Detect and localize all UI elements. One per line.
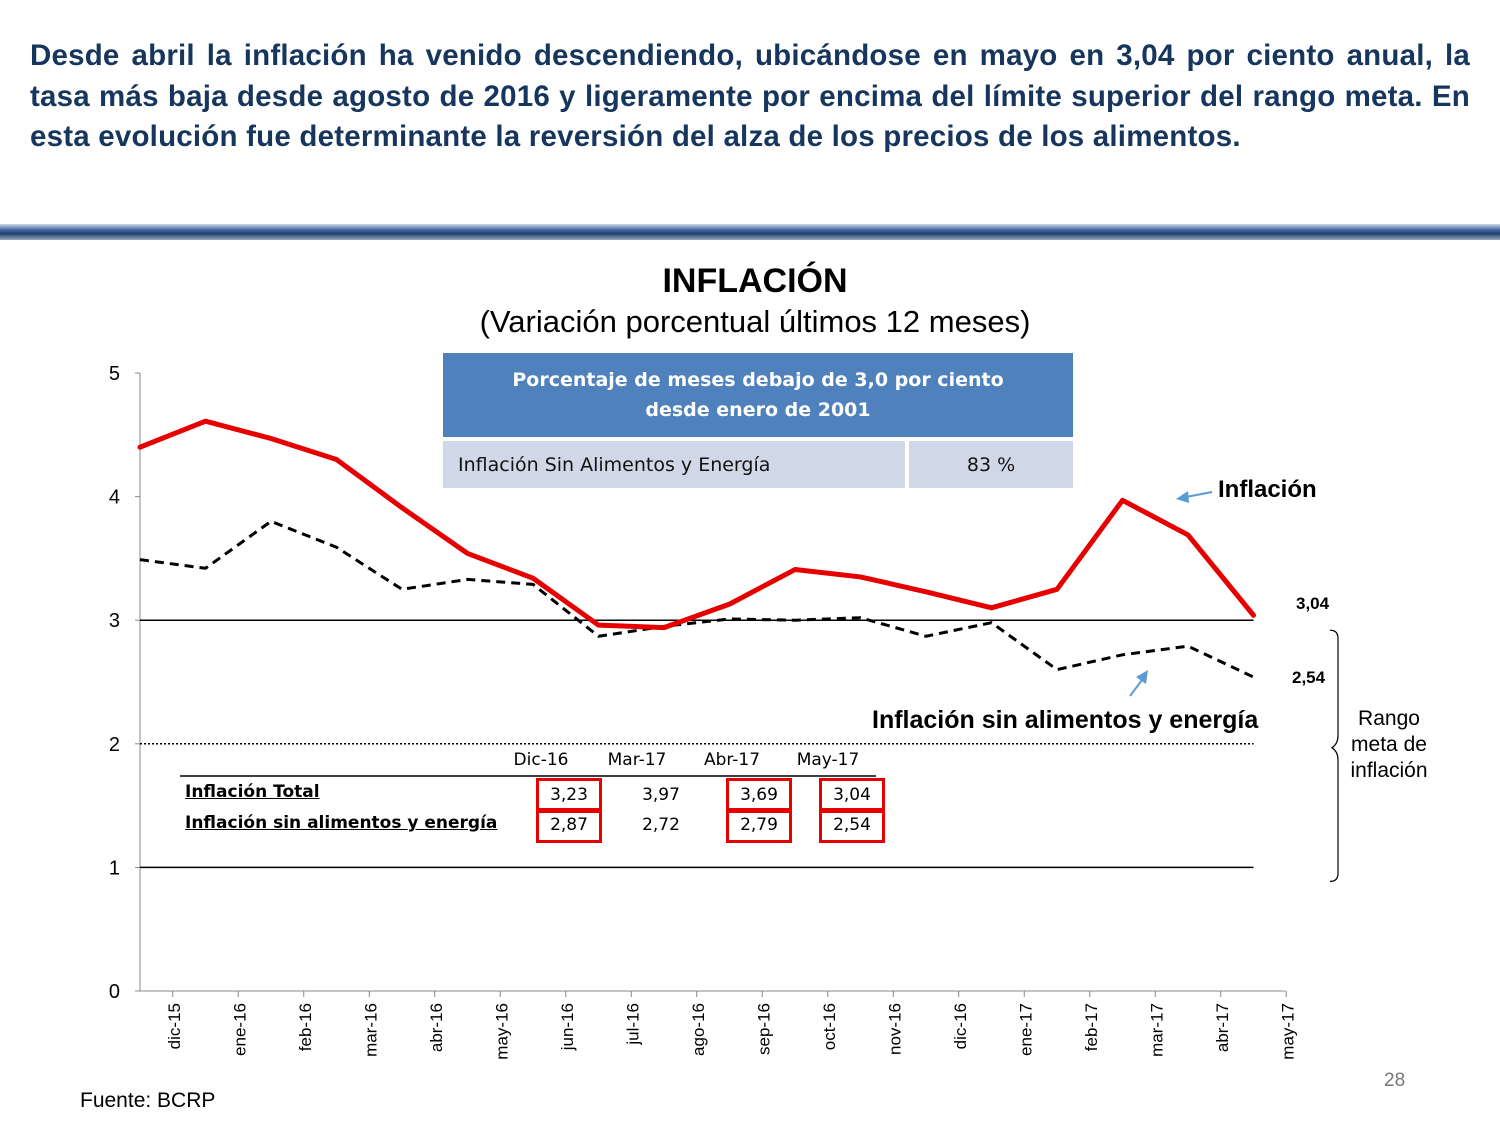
arrow-icon bbox=[1129, 679, 1143, 697]
arrowhead-icon bbox=[1176, 491, 1189, 503]
summary-cell: 3,97 bbox=[642, 785, 680, 805]
summary-cell: 3,69 bbox=[726, 778, 792, 813]
x-tick-label: ene-17 bbox=[1017, 1003, 1036, 1056]
y-tick-label: 1 bbox=[109, 857, 120, 879]
last-inflation-value: 3,04 bbox=[1296, 594, 1330, 613]
x-tick-label: may-16 bbox=[493, 1003, 512, 1060]
info-table-row-label: Inflación Sin Alimentos y Energía bbox=[443, 437, 909, 488]
core-series-label: Inflación sin alimentos y energía bbox=[872, 706, 1259, 734]
x-tick-label: feb-17 bbox=[1082, 1003, 1101, 1051]
summary-col-header: Dic-16 bbox=[513, 750, 569, 770]
x-tick-label: abr-16 bbox=[427, 1003, 446, 1052]
target-range-label: Rango meta de inflación bbox=[1350, 707, 1428, 782]
x-tick-label: sep-16 bbox=[755, 1003, 774, 1055]
summary-cell: 3,04 bbox=[819, 778, 885, 813]
summary-cell: 2,72 bbox=[642, 815, 680, 835]
x-tick-label: dic-16 bbox=[951, 1003, 970, 1049]
series-line bbox=[137, 418, 1256, 631]
y-tick-label: 3 bbox=[109, 610, 120, 632]
x-tick-label: feb-16 bbox=[296, 1003, 315, 1051]
page-number: 28 bbox=[1384, 1070, 1406, 1091]
x-tick-label: may-17 bbox=[1279, 1003, 1298, 1060]
info-table-row-value: 83 % bbox=[909, 437, 1073, 488]
source-note: Fuente: BCRP bbox=[80, 1089, 216, 1112]
x-tick-label: dic-15 bbox=[165, 1003, 184, 1049]
x-tick-label: jul-16 bbox=[624, 1003, 643, 1046]
y-tick-label: 4 bbox=[109, 487, 120, 509]
x-tick-label: oct-16 bbox=[820, 1003, 839, 1050]
x-tick-label: mar-16 bbox=[362, 1003, 381, 1057]
inflation-series-label: Inflación bbox=[1218, 476, 1317, 503]
headline: Desde abril la inflación ha venido desce… bbox=[30, 39, 1470, 153]
chart-title: INFLACIÓN bbox=[662, 262, 848, 300]
y-tick-label: 5 bbox=[109, 363, 120, 385]
last-core-value: 2,54 bbox=[1292, 668, 1326, 687]
summary-col-header: Abr-17 bbox=[703, 750, 761, 770]
x-tick-label: mar-17 bbox=[1148, 1003, 1167, 1057]
x-tick-label: ago-16 bbox=[689, 1003, 708, 1056]
summary-cell: 2,79 bbox=[726, 808, 792, 843]
summary-cell: 2,54 bbox=[819, 808, 885, 843]
x-tick-label: abr-17 bbox=[1213, 1003, 1232, 1052]
range-brace bbox=[1329, 629, 1339, 882]
x-tick-label: ene-16 bbox=[231, 1003, 250, 1056]
y-tick-label: 0 bbox=[109, 981, 120, 1003]
arrow-icon bbox=[1185, 491, 1213, 498]
summary-row-label: Inflación Total bbox=[185, 782, 320, 802]
info-table: Porcentaje de meses debajo de 3,0 por ci… bbox=[443, 353, 1073, 488]
summary-col-header: May-17 bbox=[796, 750, 860, 770]
header-divider bbox=[0, 224, 1500, 240]
info-table-header: Porcentaje de meses debajo de 3,0 por ci… bbox=[443, 353, 1073, 437]
summary-row-label: Inflación sin alimentos y energía bbox=[185, 813, 498, 833]
chart-subtitle: (Variación porcentual últimos 12 meses) bbox=[479, 304, 1031, 339]
summary-col-header: Mar-17 bbox=[607, 750, 667, 770]
y-tick-label: 2 bbox=[109, 734, 120, 756]
arrowhead-icon bbox=[1136, 670, 1148, 684]
x-tick-label: jun-16 bbox=[558, 1003, 577, 1051]
x-tick-label: nov-16 bbox=[886, 1003, 905, 1055]
series-line bbox=[139, 519, 1255, 679]
summary-cell: 2,87 bbox=[536, 808, 602, 843]
summary-cell: 3,23 bbox=[536, 778, 602, 813]
